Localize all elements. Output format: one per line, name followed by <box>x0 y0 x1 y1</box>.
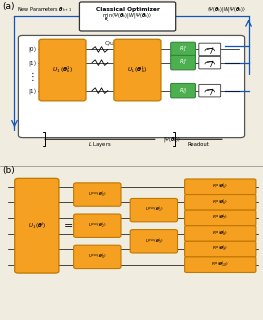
Text: $U^{evo}(\boldsymbol{\theta}_2^l)$: $U^{evo}(\boldsymbol{\theta}_2^l)$ <box>88 220 107 231</box>
Text: $U^{evo}(\boldsymbol{\theta}_1^l)$: $U^{evo}(\boldsymbol{\theta}_1^l)$ <box>145 205 163 215</box>
Text: $U^{evo}(\boldsymbol{\theta}_3^l)$: $U^{evo}(\boldsymbol{\theta}_3^l)$ <box>145 236 163 247</box>
Text: $\vdots$: $\vdots$ <box>27 70 34 83</box>
Text: $R^a\,(\boldsymbol{\theta}_{10}^l)$: $R^a\,(\boldsymbol{\theta}_{10}^l)$ <box>211 260 229 270</box>
FancyBboxPatch shape <box>185 195 256 210</box>
FancyBboxPatch shape <box>39 39 86 101</box>
Text: $|1\rangle$: $|1\rangle$ <box>28 58 37 68</box>
Text: $\vdots$: $\vdots$ <box>144 71 151 82</box>
FancyBboxPatch shape <box>185 241 256 257</box>
FancyBboxPatch shape <box>199 43 221 56</box>
Text: $R_1^o$: $R_1^o$ <box>179 44 187 54</box>
Text: $L$ Layers: $L$ Layers <box>88 140 112 149</box>
FancyBboxPatch shape <box>199 84 221 97</box>
FancyBboxPatch shape <box>185 226 256 241</box>
Text: $\vdots$: $\vdots$ <box>75 71 82 82</box>
Text: $\langle\Psi(\boldsymbol{\theta}_k)|W|\Psi(\boldsymbol{\theta}_k)\rangle$: $\langle\Psi(\boldsymbol{\theta}_k)|W|\P… <box>207 5 246 14</box>
Text: Classical Optimizer: Classical Optimizer <box>96 7 159 12</box>
Text: $U^{evo}(\boldsymbol{\theta}_0^l)$: $U^{evo}(\boldsymbol{\theta}_0^l)$ <box>88 189 107 200</box>
Text: $R_Q^o$: $R_Q^o$ <box>179 86 187 96</box>
FancyBboxPatch shape <box>130 230 178 253</box>
Text: $|0\rangle$: $|0\rangle$ <box>28 44 37 54</box>
FancyBboxPatch shape <box>199 56 221 69</box>
FancyBboxPatch shape <box>171 42 195 57</box>
Text: $R^a\,(\boldsymbol{\theta}_8^l)$: $R^a\,(\boldsymbol{\theta}_8^l)$ <box>212 228 228 239</box>
Text: $R^a\,(\boldsymbol{\theta}_6^l)$: $R^a\,(\boldsymbol{\theta}_6^l)$ <box>212 197 228 208</box>
FancyBboxPatch shape <box>185 257 256 272</box>
FancyBboxPatch shape <box>185 179 256 195</box>
FancyBboxPatch shape <box>74 245 121 268</box>
Text: $|1\rangle$: $|1\rangle$ <box>28 86 37 96</box>
Text: New Parameters $\boldsymbol{\theta}_{k+1}$: New Parameters $\boldsymbol{\theta}_{k+1… <box>17 5 72 14</box>
Text: (b): (b) <box>3 166 15 175</box>
Text: $U_L\,(\boldsymbol{\theta}_k^L)$: $U_L\,(\boldsymbol{\theta}_k^L)$ <box>127 65 148 76</box>
Text: $R^a\,(\boldsymbol{\theta}_9^l)$: $R^a\,(\boldsymbol{\theta}_9^l)$ <box>212 244 228 254</box>
Text: Readout: Readout <box>188 142 210 147</box>
FancyBboxPatch shape <box>18 36 245 138</box>
FancyBboxPatch shape <box>74 214 121 237</box>
Text: $U_1\,(\boldsymbol{\theta}^l)$: $U_1\,(\boldsymbol{\theta}^l)$ <box>28 220 46 231</box>
FancyBboxPatch shape <box>185 210 256 226</box>
FancyBboxPatch shape <box>15 178 59 273</box>
Text: $R_2^o$: $R_2^o$ <box>179 58 187 68</box>
FancyBboxPatch shape <box>74 183 121 206</box>
Text: $\min_{\boldsymbol{\theta}_k}\langle\Psi(\boldsymbol{\theta}_k)|W|\Psi(\boldsymb: $\min_{\boldsymbol{\theta}_k}\langle\Psi… <box>103 12 153 24</box>
Text: =: = <box>64 221 73 231</box>
Text: $U_1\,(\boldsymbol{\theta}_k^1)$: $U_1\,(\boldsymbol{\theta}_k^1)$ <box>52 65 73 76</box>
FancyBboxPatch shape <box>171 55 195 70</box>
FancyBboxPatch shape <box>79 2 176 31</box>
FancyBboxPatch shape <box>130 198 178 222</box>
Text: $R^a\,(\boldsymbol{\theta}_7^l)$: $R^a\,(\boldsymbol{\theta}_7^l)$ <box>212 213 228 223</box>
Text: (a): (a) <box>3 3 15 12</box>
Text: $R^a\,(\boldsymbol{\theta}_5^l)$: $R^a\,(\boldsymbol{\theta}_5^l)$ <box>212 181 228 192</box>
Text: Quantum Device: Quantum Device <box>105 40 158 45</box>
Text: $U^{evo}(\boldsymbol{\theta}_4^l)$: $U^{evo}(\boldsymbol{\theta}_4^l)$ <box>88 252 107 262</box>
FancyBboxPatch shape <box>171 84 195 98</box>
Text: $|\Psi(\boldsymbol{\theta}_k)\rangle$: $|\Psi(\boldsymbol{\theta}_k)\rangle$ <box>163 135 181 144</box>
FancyBboxPatch shape <box>114 39 161 101</box>
